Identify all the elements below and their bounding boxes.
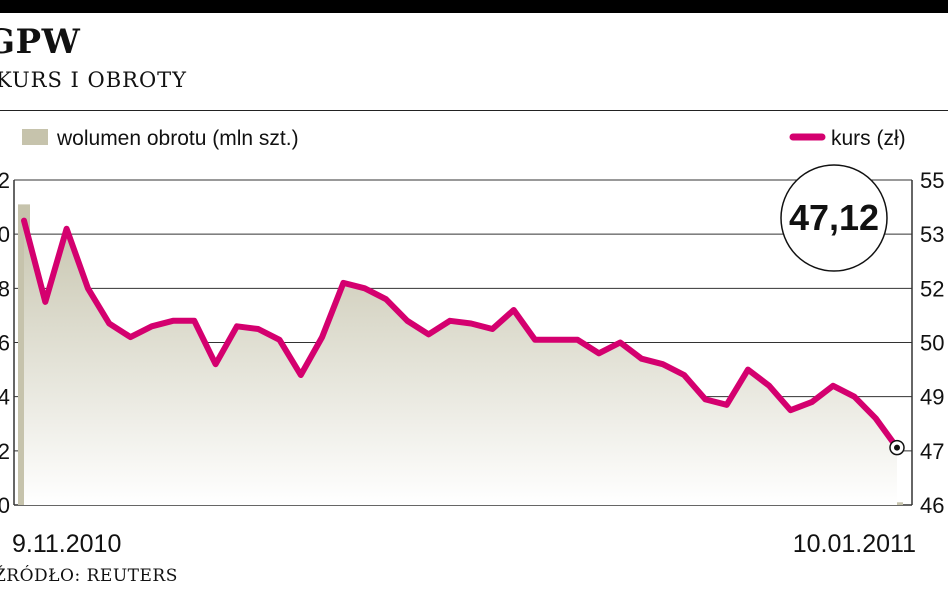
left-tick-label: 12 [0, 168, 10, 193]
legend-volume-label: wolumen obrotu (mln szt.) [56, 127, 299, 150]
right-tick-label: 52 [920, 276, 944, 301]
left-tick-label: 4 [0, 385, 10, 410]
left-tick-label: 8 [0, 276, 10, 301]
price-line [21, 217, 900, 451]
top-bar [0, 0, 948, 13]
left-tick-label: 2 [0, 439, 10, 464]
x-end-label: 10.01.2011 [793, 530, 916, 558]
chart-subtitle: KURS I OBROTY [0, 68, 188, 92]
right-tick-label: 47 [920, 439, 944, 464]
right-tick-label: 49 [920, 385, 944, 410]
source-note: ŹRÓDŁO: REUTERS [0, 566, 178, 586]
left-tick-label: 10 [0, 222, 10, 247]
chart-title: GPW [0, 22, 81, 62]
right-tick-label: 55 [920, 168, 944, 193]
left-tick-label: 0 [0, 493, 10, 518]
right-tick-label: 46 [920, 493, 944, 518]
callout-circle [780, 164, 888, 272]
callout-value: 47,12 [789, 197, 879, 238]
right-tick-label: 50 [920, 331, 944, 356]
legend-volume-swatch [22, 129, 48, 145]
left-tick-label: 6 [0, 331, 10, 356]
end-point-dot [894, 444, 900, 451]
price-area [24, 220, 897, 505]
x-start-label: 9.11.2010 [12, 530, 121, 558]
legend-price-label: kurs (zł) [831, 127, 906, 150]
title-rule [0, 110, 948, 111]
right-tick-label: 53 [920, 222, 944, 247]
